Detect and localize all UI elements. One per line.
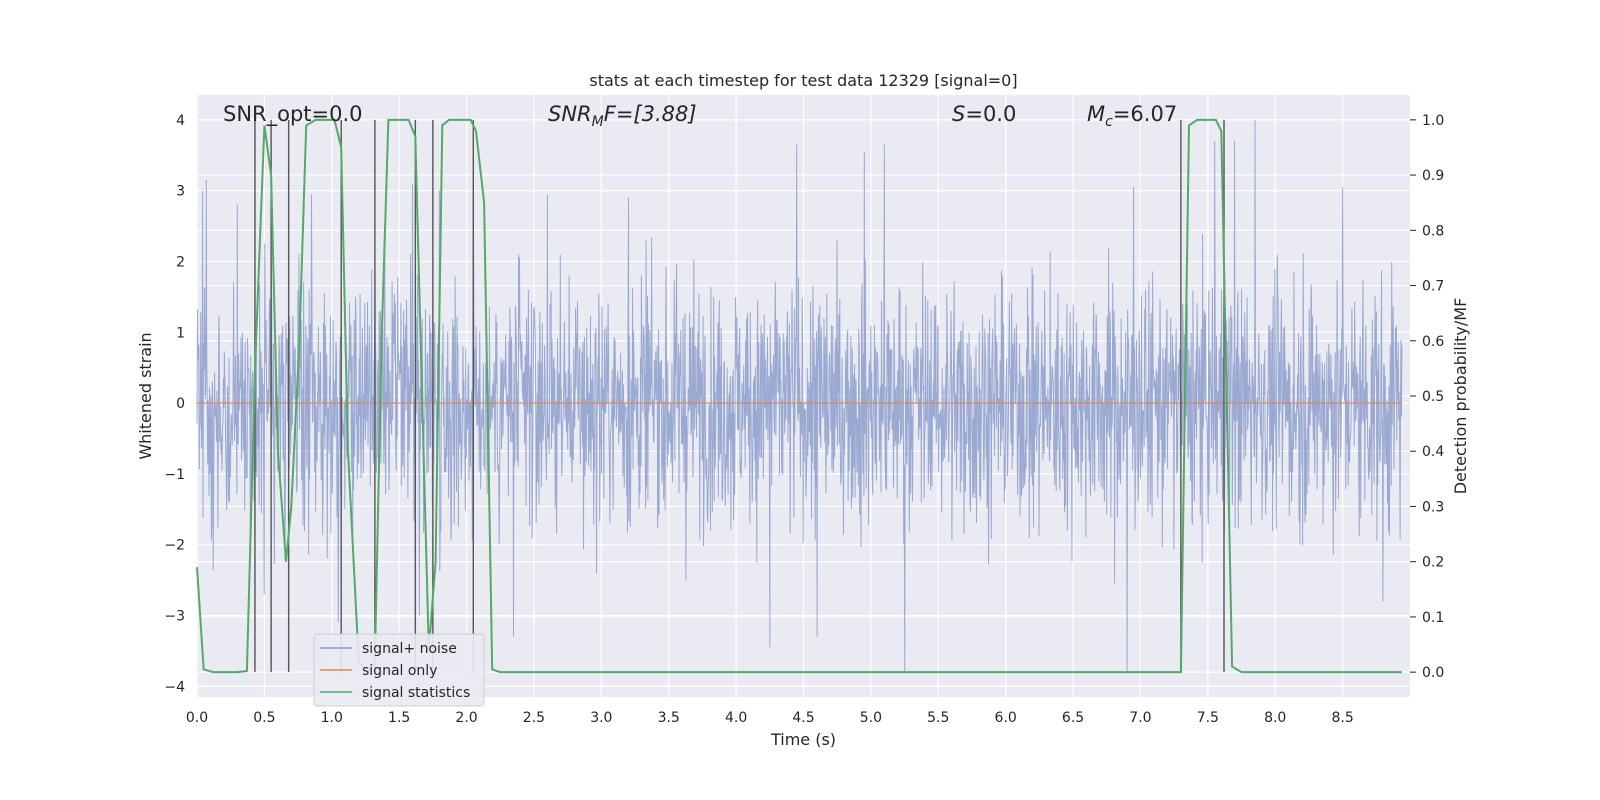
y2-tick-label: 0.2 [1422,555,1444,571]
y2-tick-label: 0.5 [1422,389,1444,405]
y2-tick-label: 0.8 [1422,223,1444,239]
annotation-snr-mf-main: SNR [548,102,592,126]
y-axis-label: Whitened strain [136,332,155,459]
x-tick-label: 6.5 [1062,710,1084,726]
y-tick-label: −3 [164,609,185,625]
x-tick-label: 8.5 [1331,710,1353,726]
x-tick-label: 0.0 [186,710,208,726]
series-signal-statistics [196,118,1402,674]
x-tick-label: 4.5 [792,710,814,726]
y-tick-label: 4 [176,113,185,129]
x-tick-label: 5.0 [860,710,882,726]
y2-tick-label: 0.9 [1422,168,1444,184]
y-tick-label: −4 [164,679,185,695]
annotation-snr-mf: SNRMF=[3.88] [548,102,697,130]
x-tick-label: 3.5 [658,710,680,726]
legend-box [313,633,485,707]
annotation-snr-mf-rest: F=[3.88] [604,102,697,126]
legend-label-signal-noise: signal+ noise [362,641,457,657]
legend: signal+ noise signal only signal statist… [313,633,485,707]
y-tick-label: 0 [176,396,185,412]
x-tick-label: 4.0 [725,710,747,726]
y2-tick-label: 1.0 [1422,113,1444,129]
annotation-snr-mf-sub: M [592,114,604,130]
x-tick-label: 3.0 [590,710,612,726]
y-tick-label: −2 [164,538,185,554]
x-tick-label: 6.0 [995,710,1017,726]
y2-axis-label: Detection probability/MF [1451,298,1470,495]
x-tick-label: 0.5 [253,710,275,726]
x-axis-label: Time (s) [770,730,836,749]
x-axis-ticks: 0.0 0.5 1.0 1.5 2.0 2.5 3.0 3.5 4.0 4.5 5.0 5.5 6.0 6… [186,710,1354,726]
x-tick-label: 8.0 [1264,710,1286,726]
y-axis-ticks: −4 −3 −2 −1 0 1 2 3 4 [164,113,185,696]
y-tick-label: 2 [176,254,185,270]
annotation-snr-opt: SNR_opt=0.0 [223,102,363,127]
annotation-mc-rest: =6.07 [1113,102,1177,126]
series-signal-noise [196,119,1403,673]
annotation-mc: Mc=6.07 [1087,102,1177,130]
legend-label-signal-only: signal only [362,663,437,679]
y-tick-label: 1 [176,325,185,341]
y2-axis-ticks: 0.0 0.1 0.2 0.3 0.4 0.5 0.6 0.7 0.8 0.9 1.0 [1410,113,1444,681]
y2-tick-label: 0.6 [1422,334,1444,350]
x-tick-label: 2.0 [455,710,477,726]
y2-tick-label: 0.3 [1422,499,1444,515]
y-tick-label: −1 [164,467,185,483]
annotation-s: S=0.0 [952,102,1016,126]
y2-tick-label: 0.4 [1422,444,1444,460]
x-tick-label: 2.5 [523,710,545,726]
x-tick-label: 7.5 [1197,710,1219,726]
annotation-s-rest: =0.0 [965,102,1016,126]
legend-label-signal-statistics: signal statistics [362,685,470,701]
noise-line [196,119,1403,673]
annotation-mc-main: M [1087,102,1105,126]
x-tick-label: 1.0 [321,710,343,726]
chart-title: stats at each timestep for test data 123… [589,71,1017,90]
y-tick-label: 3 [176,184,185,200]
annotation-mc-sub: c [1105,114,1113,130]
annotation-s-main: S [952,102,965,126]
x-tick-label: 7.0 [1129,710,1151,726]
statistics-line [196,118,1402,674]
y2-tick-label: 0.1 [1422,610,1444,626]
y2-tick-label: 0.7 [1422,279,1444,295]
y2-tick-label: 0.0 [1422,665,1444,681]
x-tick-label: 1.5 [388,710,410,726]
event-vlines [254,119,1225,673]
x-tick-label: 5.5 [927,710,949,726]
